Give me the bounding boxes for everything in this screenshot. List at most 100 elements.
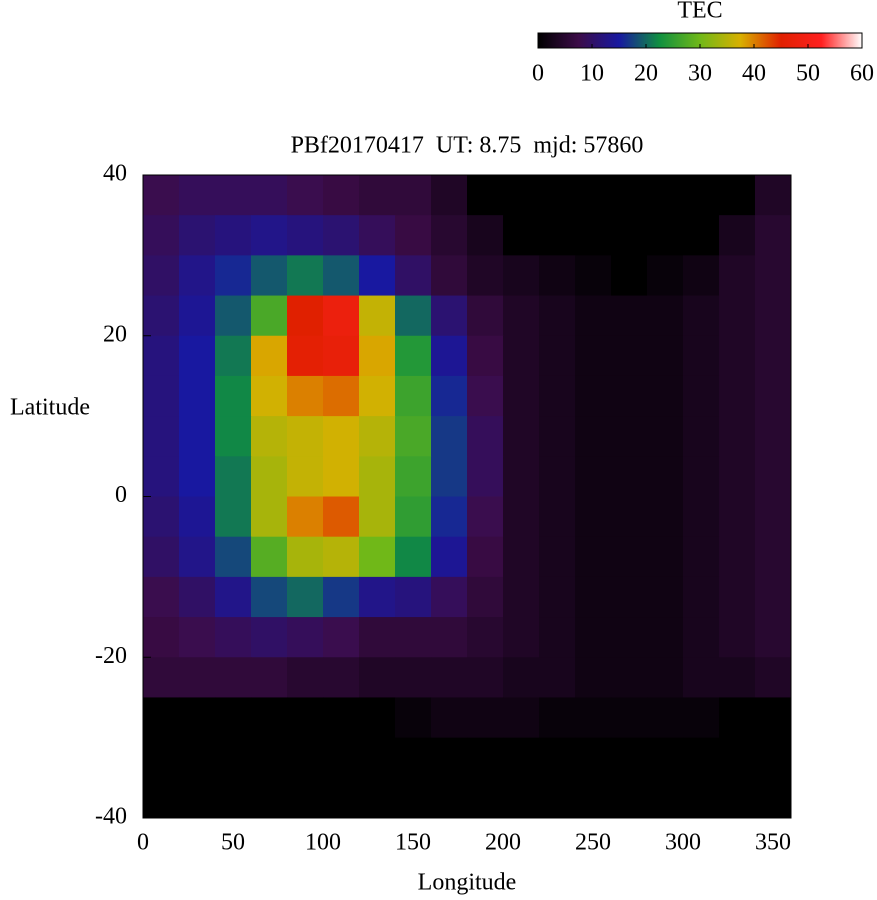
heatmap-cell <box>215 657 252 698</box>
heatmap-cell <box>287 335 324 377</box>
heatmap-cell <box>719 416 756 457</box>
heatmap-cell <box>539 456 576 497</box>
heatmap-cell <box>287 496 324 538</box>
heatmap-cell <box>179 657 216 698</box>
heatmap-cell <box>611 737 648 779</box>
heatmap-cell <box>719 777 756 819</box>
heatmap-cell <box>323 536 360 578</box>
heatmap-cell <box>251 456 288 497</box>
heatmap-cell <box>503 215 540 256</box>
colorbar-tick-label: 60 <box>850 61 874 87</box>
heatmap-cell <box>143 175 180 216</box>
heatmap-cell <box>431 657 468 698</box>
y-tick-label: -40 <box>95 804 127 830</box>
heatmap-cell <box>359 175 396 216</box>
heatmap-cell <box>215 215 252 256</box>
heatmap-cell <box>251 215 288 256</box>
heatmap-cell <box>143 737 180 779</box>
heatmap-cell <box>251 255 288 297</box>
heatmap-cell <box>503 255 540 297</box>
heatmap-cell <box>323 255 360 297</box>
heatmap-cell <box>683 295 720 337</box>
heatmap-cell <box>719 295 756 337</box>
heatmap-cell <box>719 737 756 779</box>
heatmap-cell <box>539 657 576 698</box>
heatmap-cell <box>395 456 432 497</box>
heatmap-cell <box>647 255 684 297</box>
heatmap-cell <box>143 375 180 417</box>
heatmap-cell <box>287 295 324 337</box>
heatmap-cell <box>323 777 360 819</box>
heatmap-cell <box>395 657 432 698</box>
heatmap-cell <box>539 295 576 337</box>
heatmap-cell <box>143 416 180 457</box>
heatmap-cell <box>539 777 576 819</box>
heatmap-cell <box>215 416 252 457</box>
heatmap-cell <box>719 496 756 538</box>
heatmap-cell <box>323 416 360 457</box>
heatmap-cell <box>611 496 648 538</box>
heatmap-cell <box>251 375 288 417</box>
heatmap-cell <box>395 175 432 216</box>
colorbar-tick-label: 50 <box>796 61 820 87</box>
heatmap-cell <box>647 175 684 216</box>
x-tick-label: 300 <box>665 830 701 856</box>
heatmap-cell <box>323 456 360 497</box>
heatmap-cell <box>683 255 720 297</box>
heatmap-cell <box>179 777 216 819</box>
heatmap-cell <box>503 576 540 618</box>
heatmap-cell <box>539 375 576 417</box>
heatmap-cell <box>179 536 216 578</box>
heatmap-cell <box>503 335 540 377</box>
heatmap-cell <box>251 697 288 739</box>
heatmap-cell <box>467 617 504 658</box>
heatmap-cell <box>647 335 684 377</box>
heatmap-cell <box>143 697 180 739</box>
heatmap-cell <box>215 335 252 377</box>
heatmap-cell <box>431 335 468 377</box>
heatmap-cell <box>323 496 360 538</box>
heatmap-cell <box>215 536 252 578</box>
colorbar-tick-label: 20 <box>634 61 658 87</box>
heatmap-cell <box>179 496 216 538</box>
colorbar-tick-label: 10 <box>580 61 604 87</box>
heatmap-cell <box>611 215 648 256</box>
heatmap-cell <box>431 456 468 497</box>
x-tick-label: 50 <box>221 830 245 856</box>
heatmap-cell <box>611 416 648 457</box>
heatmap-cell <box>251 576 288 618</box>
heatmap-cell <box>179 175 216 216</box>
y-tick-label: -20 <box>95 643 127 669</box>
heatmap-cell <box>647 737 684 779</box>
heatmap-cell <box>359 697 396 739</box>
heatmap-cell <box>719 255 756 297</box>
heatmap-cell <box>575 375 612 417</box>
heatmap-cell <box>179 416 216 457</box>
heatmap-cell <box>323 375 360 417</box>
heatmap-cell <box>467 255 504 297</box>
heatmap-cell <box>359 255 396 297</box>
x-tick-label: 100 <box>305 830 341 856</box>
heatmap-cell <box>431 576 468 618</box>
heatmap-cell <box>467 215 504 256</box>
heatmap-cell <box>647 215 684 256</box>
heatmap-cell <box>395 536 432 578</box>
heatmap-cell <box>575 737 612 779</box>
heatmap-cell <box>431 175 468 216</box>
heatmap-cell <box>683 657 720 698</box>
heatmap-cell <box>611 657 648 698</box>
heatmap-cell <box>539 175 576 216</box>
heatmap-cell <box>719 576 756 618</box>
heatmap-cell <box>287 375 324 417</box>
heatmap-cell <box>611 335 648 377</box>
heatmap-cell <box>611 617 648 658</box>
heatmap-cell <box>539 215 576 256</box>
heatmap-cell <box>539 737 576 779</box>
heatmap-cell <box>683 456 720 497</box>
heatmap-cell <box>539 416 576 457</box>
heatmap-cell <box>575 255 612 297</box>
heatmap-cell <box>143 295 180 337</box>
heatmap-cell <box>755 255 792 297</box>
heatmap-cell <box>359 617 396 658</box>
heatmap-cell <box>359 456 396 497</box>
